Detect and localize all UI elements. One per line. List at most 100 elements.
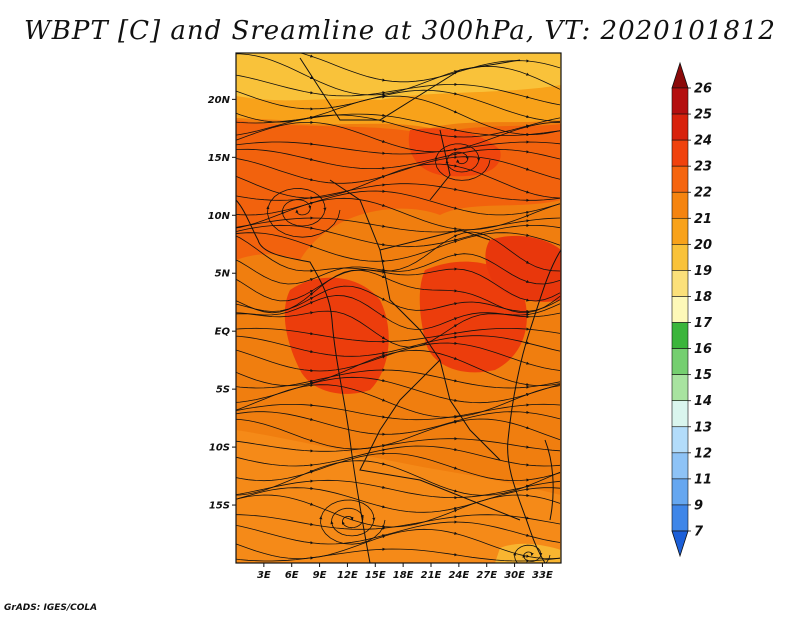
streamline bbox=[236, 148, 561, 169]
latitude-axis: 20N 15N 10N 5N EQ 5S 10S 15S bbox=[208, 95, 236, 512]
colorbar-top-triangle bbox=[671, 61, 689, 89]
streamline bbox=[236, 335, 561, 357]
band-21-22 bbox=[236, 53, 561, 101]
streamline bbox=[236, 183, 561, 201]
streamline bbox=[236, 418, 561, 450]
streamline bbox=[435, 143, 491, 181]
streamline bbox=[236, 528, 561, 560]
lon-label: 18E bbox=[393, 570, 414, 581]
band-south bbox=[236, 430, 561, 563]
colorbar-label: 13 bbox=[694, 420, 712, 435]
colorbar-label: 15 bbox=[694, 368, 712, 383]
streamline bbox=[236, 163, 561, 199]
colorbar-label: 18 bbox=[694, 290, 712, 305]
colorbar-label: 22 bbox=[694, 186, 712, 201]
streamline bbox=[236, 460, 561, 496]
colorbar-swatch bbox=[671, 87, 689, 115]
streamline bbox=[236, 253, 561, 285]
colorbar-swatch bbox=[671, 296, 689, 323]
colorbar-swatch bbox=[671, 400, 689, 428]
colorbar-swatch bbox=[671, 270, 689, 297]
colorbar-swatch bbox=[671, 139, 689, 167]
longitude-axis: 3E 6E 9E 12E 15E 18E 21E 24E 27E 30E 33E bbox=[257, 563, 553, 581]
streamline bbox=[236, 384, 561, 418]
east-coast bbox=[507, 249, 561, 563]
streamline bbox=[236, 285, 561, 312]
streamline bbox=[236, 548, 561, 562]
colorbar-label: 7 bbox=[694, 525, 704, 540]
streamline bbox=[236, 114, 561, 138]
colorbar-label: 19 bbox=[694, 264, 712, 279]
streamline bbox=[236, 231, 561, 272]
streamline bbox=[236, 411, 561, 435]
streamline bbox=[236, 53, 561, 96]
streamline bbox=[298, 53, 561, 83]
streamline bbox=[236, 156, 561, 184]
colorbar-label: 12 bbox=[694, 446, 712, 461]
colorbar-swatch bbox=[671, 452, 689, 480]
madagascar-coast bbox=[544, 439, 554, 521]
lon-label: 33E bbox=[532, 570, 553, 581]
streamline bbox=[236, 89, 561, 122]
colorbar-label: 21 bbox=[694, 212, 712, 227]
colorbar-label: 9 bbox=[694, 498, 703, 513]
streamline bbox=[236, 369, 561, 389]
streamline bbox=[267, 188, 341, 238]
colorbar: 26 25 24 23 22 21 20 19 18 17 16 15 14 13 12 11 9 7 bbox=[671, 61, 713, 558]
lon-label: 3E bbox=[257, 570, 271, 581]
streamline bbox=[236, 521, 561, 545]
streamline bbox=[236, 74, 561, 106]
streamline bbox=[236, 310, 561, 348]
colorbar-label: 14 bbox=[694, 394, 712, 409]
colorbar-swatch bbox=[671, 504, 689, 532]
lat-label: 5N bbox=[215, 269, 231, 280]
streamline bbox=[236, 445, 561, 467]
colorbar-swatch bbox=[671, 191, 689, 219]
colorbar-swatch bbox=[671, 244, 689, 271]
lon-label: 27E bbox=[476, 570, 497, 581]
streamlines bbox=[236, 53, 561, 563]
colorbar-swatch bbox=[671, 322, 689, 349]
streamline bbox=[236, 113, 561, 136]
colorbar-swatch bbox=[671, 348, 689, 375]
lon-label: 6E bbox=[285, 570, 299, 581]
warm-cell-congo-west bbox=[284, 277, 389, 394]
colorbar-label: 26 bbox=[694, 82, 712, 97]
colorbar-swatch bbox=[671, 217, 689, 245]
lat-label: 10S bbox=[209, 443, 230, 454]
lon-label: 9E bbox=[313, 570, 327, 581]
streamline bbox=[236, 327, 561, 343]
streamline bbox=[236, 487, 561, 513]
plot-border bbox=[235, 52, 562, 564]
lat-label: 15S bbox=[209, 501, 230, 512]
border-north-east bbox=[429, 129, 451, 201]
warm-cell-east bbox=[485, 235, 561, 302]
colorbar-label: 11 bbox=[694, 472, 712, 487]
colorbar-label: 24 bbox=[694, 134, 712, 149]
border-central bbox=[329, 179, 501, 461]
colorbar-label: 17 bbox=[694, 316, 713, 331]
colorbar-bottom-triangle bbox=[671, 530, 689, 558]
streamline bbox=[236, 453, 561, 482]
border-south bbox=[359, 359, 521, 521]
streamline bbox=[236, 197, 561, 231]
colorbar-swatch bbox=[671, 165, 689, 193]
lat-label: 15N bbox=[208, 153, 231, 164]
colorbar-swatch bbox=[671, 113, 689, 141]
colorbar-label: 20 bbox=[694, 238, 712, 253]
lat-label: 5S bbox=[216, 385, 230, 396]
credit-label: GrADS: IGES/COLA bbox=[4, 603, 98, 613]
colorbar-label: 23 bbox=[694, 160, 712, 175]
lon-label: 24E bbox=[448, 570, 469, 581]
streamline bbox=[236, 224, 561, 248]
streamline bbox=[236, 190, 561, 216]
streamline bbox=[236, 268, 561, 302]
west-coast bbox=[236, 199, 371, 563]
streamline bbox=[236, 121, 561, 153]
colorbar-label: 25 bbox=[694, 108, 712, 123]
lat-label: 10N bbox=[208, 211, 231, 222]
streamline bbox=[236, 141, 561, 155]
colorbar-swatch bbox=[671, 426, 689, 454]
lon-label: 30E bbox=[504, 570, 525, 581]
